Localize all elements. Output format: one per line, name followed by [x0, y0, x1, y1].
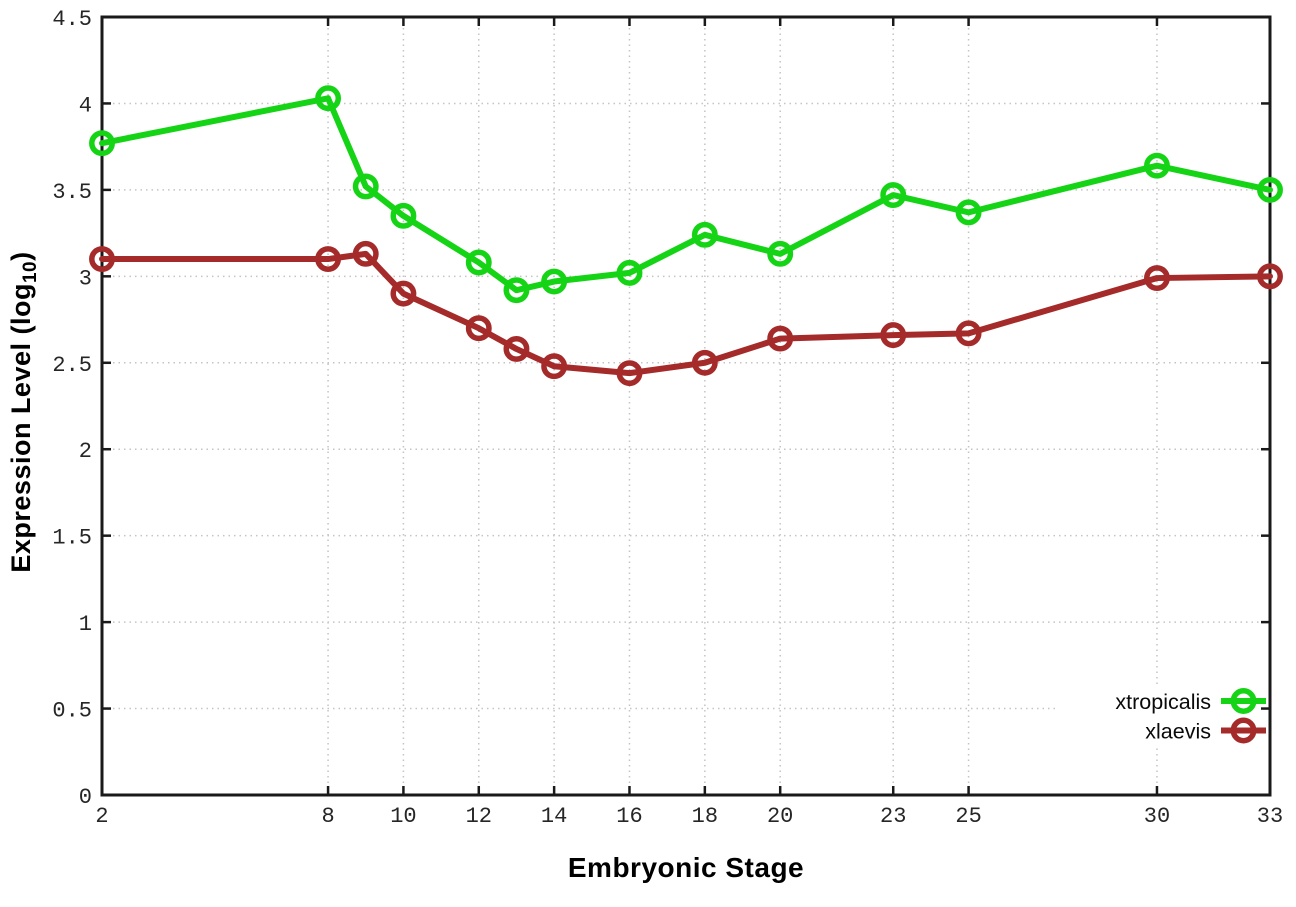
data-point-marker-xlaevis — [390, 280, 417, 307]
x-axis-title: Embryonic Stage — [567, 852, 805, 883]
data-point-marker-xtropicalis — [767, 240, 794, 267]
x-tick-label: 33 — [1257, 804, 1283, 829]
legend-marker-xtropicalis — [1230, 688, 1257, 714]
data-point-marker-xlaevis — [767, 325, 794, 352]
data-point-marker-xlaevis — [1144, 265, 1170, 292]
legend-label-xtropicalis: xtropicalis — [1115, 690, 1211, 714]
data-point-marker-xlaevis — [616, 360, 643, 387]
data-point-marker-xtropicalis — [955, 199, 982, 226]
y-tick-label: 0 — [79, 785, 92, 810]
y-tick-label: 2 — [79, 439, 92, 464]
legend-label-xlaevis: xlaevis — [1145, 720, 1211, 744]
data-point-marker-xlaevis — [465, 315, 492, 342]
x-tick-label: 12 — [466, 804, 492, 829]
x-tick-label: 25 — [955, 804, 981, 829]
y-axis-title: Expression Level (log10) — [6, 251, 42, 572]
x-tick-label: 20 — [767, 804, 793, 829]
data-point-marker-xtropicalis — [390, 202, 417, 229]
data-point-marker-xtropicalis — [541, 268, 568, 295]
data-point-marker-xtropicalis — [880, 182, 907, 209]
data-point-marker-xlaevis — [352, 240, 379, 267]
y-axis-title-text: Expression Level (log — [5, 283, 36, 573]
data-point-marker-xtropicalis — [315, 85, 342, 112]
x-tick-label: 30 — [1144, 804, 1170, 829]
x-tick-label: 16 — [616, 804, 642, 829]
data-point-marker-xtropicalis — [1257, 176, 1283, 203]
data-point-marker-xlaevis — [89, 246, 115, 272]
y-tick-label: 3.5 — [52, 180, 92, 205]
x-tick-label: 2 — [95, 804, 108, 829]
data-point-marker-xtropicalis — [691, 221, 718, 248]
y-tick-label: 1.5 — [52, 526, 92, 551]
y-tick-label: 4.5 — [52, 7, 92, 32]
x-tick-label: 8 — [321, 804, 334, 829]
data-point-marker-xlaevis — [541, 353, 568, 380]
y-tick-label: 1 — [79, 612, 92, 637]
data-point-marker-xtropicalis — [1144, 152, 1170, 179]
data-point-marker-xtropicalis — [465, 249, 492, 276]
legend-marker-xlaevis — [1230, 717, 1257, 744]
x-tick-label: 14 — [541, 804, 567, 829]
x-tick-label: 23 — [880, 804, 906, 829]
data-point-marker-xlaevis — [955, 320, 982, 347]
x-tick-label: 10 — [390, 804, 416, 829]
data-point-marker-xlaevis — [315, 246, 342, 272]
data-point-marker-xtropicalis — [616, 259, 643, 286]
y-tick-label: 3 — [79, 266, 92, 291]
x-tick-label: 18 — [692, 804, 718, 829]
y-tick-label: 4 — [79, 93, 92, 118]
data-point-marker-xtropicalis — [352, 173, 379, 200]
data-point-marker-xlaevis — [503, 335, 530, 362]
y-tick-label: 2.5 — [52, 353, 92, 378]
data-point-marker-xtropicalis — [503, 277, 530, 304]
data-point-marker-xtropicalis — [89, 130, 115, 157]
y-axis-title-subscript: 10 — [20, 260, 42, 284]
data-point-marker-xlaevis — [691, 349, 718, 376]
y-tick-label: 0.5 — [52, 699, 92, 724]
y-axis-title-suffix: ) — [5, 251, 36, 261]
series-line-xlaevis — [99, 250, 1273, 377]
data-point-marker-xlaevis — [880, 322, 907, 349]
plot-border — [100, 15, 1272, 797]
data-point-marker-xlaevis — [1257, 263, 1283, 290]
